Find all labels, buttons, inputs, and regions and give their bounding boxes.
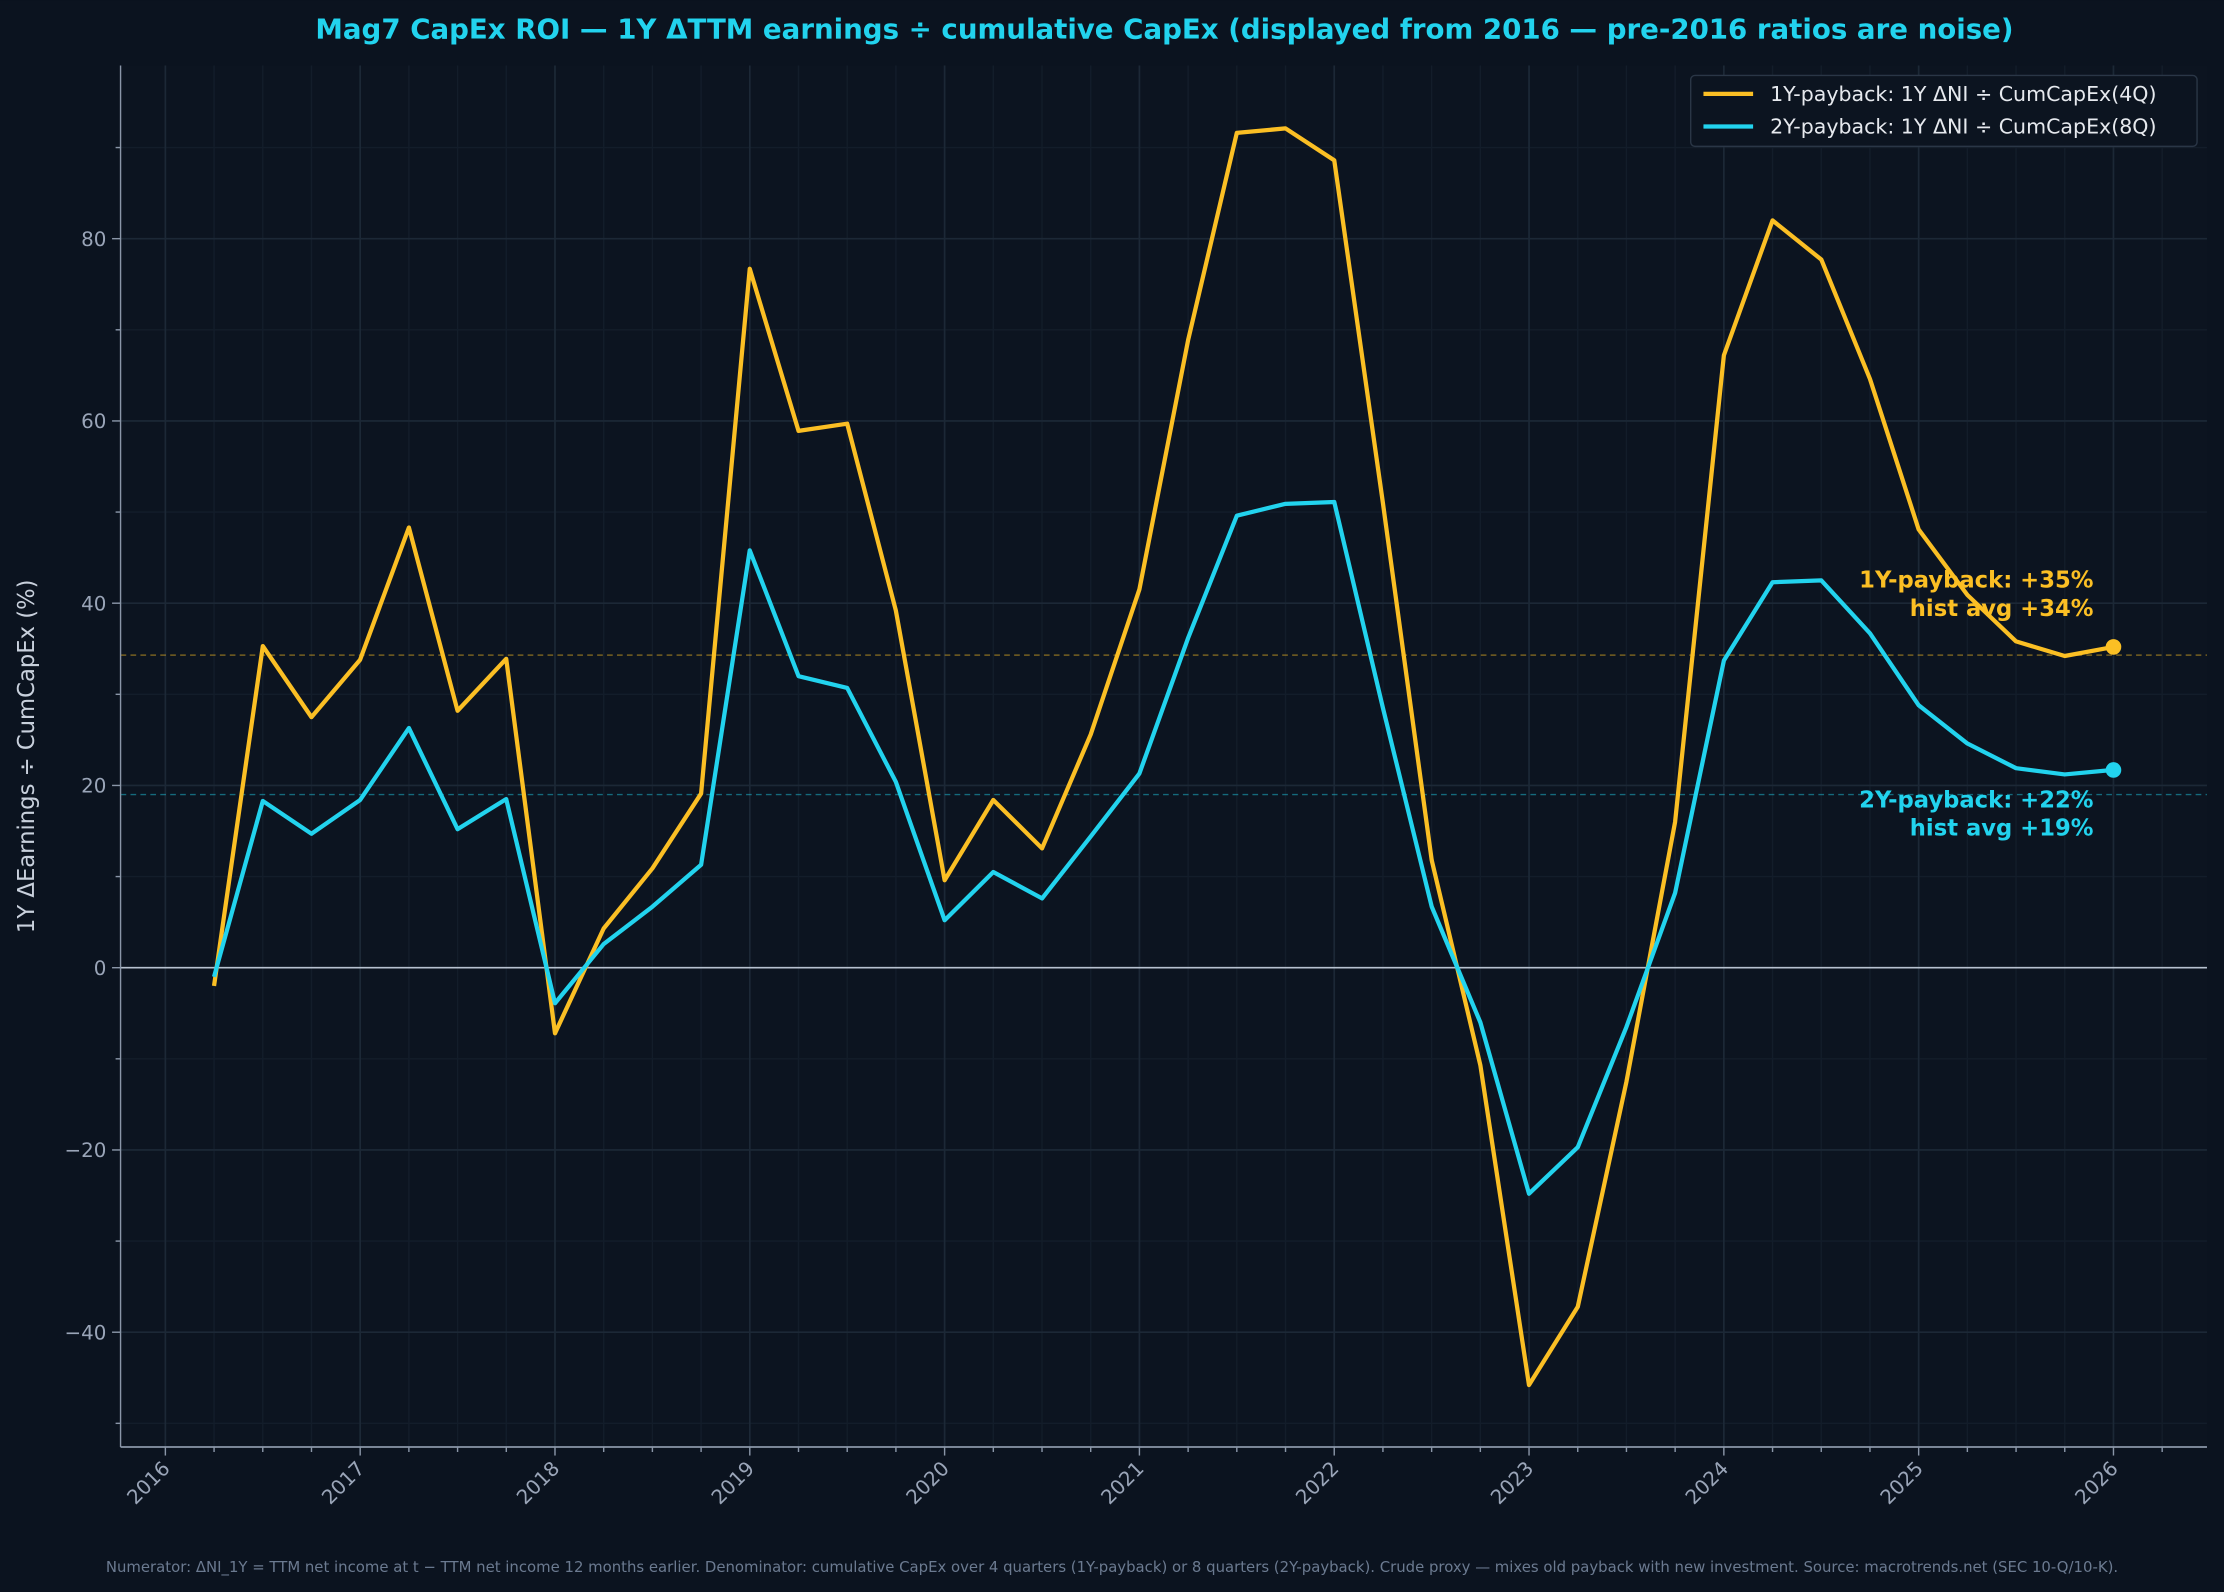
y-tick-label: 0 xyxy=(94,957,107,980)
annotation-1y-line1: 1Y-payback: +35% xyxy=(1859,568,2094,594)
y-tick-labels: −40 −20 0 20 40 60 80 xyxy=(64,228,106,1345)
y-tick-label: 40 xyxy=(81,592,106,615)
y-tick-label: 60 xyxy=(81,410,106,433)
grid xyxy=(120,65,2207,1448)
annotation-1y: 1Y-payback: +35% hist avg +34% xyxy=(1859,568,2094,622)
footer-note: Numerator: ΔNI_1Y = TTM net income at t … xyxy=(106,1558,2118,1576)
endpoint-marker-1y xyxy=(2105,639,2122,655)
legend-label-1y: 1Y-payback: 1Y ΔNI ÷ CumCapEx(4Q) xyxy=(1770,82,2156,106)
axes xyxy=(112,65,2207,1456)
y-tick-label: −40 xyxy=(64,1321,106,1344)
legend-label-2y: 2Y-payback: 1Y ΔNI ÷ CumCapEx(8Q) xyxy=(1770,115,2156,139)
series-lines xyxy=(211,126,2122,1388)
y-axis-label: 1Y ΔEarnings ÷ CumCapEx (%) xyxy=(14,579,40,933)
annotation-2y: 2Y-payback: +22% hist avg +19% xyxy=(1859,787,2094,841)
legend-box xyxy=(1689,74,2198,148)
legend: 1Y-payback: 1Y ΔNI ÷ CumCapEx(4Q) 2Y-pay… xyxy=(1689,74,2198,148)
endpoint-marker-2y xyxy=(2105,762,2122,778)
series-line-2y xyxy=(211,499,2114,1196)
annotation-2y-line2: hist avg +19% xyxy=(1910,816,2094,842)
chart-title: Mag7 CapEx ROI — 1Y ΔTTM earnings ÷ cumu… xyxy=(315,13,2013,46)
annotation-2y-line1: 2Y-payback: +22% xyxy=(1859,787,2094,813)
y-tick-label: −20 xyxy=(64,1139,106,1162)
y-tick-label: 80 xyxy=(81,228,106,251)
y-tick-label: 20 xyxy=(81,775,106,798)
plot-area xyxy=(120,65,2207,1448)
annotation-1y-line2: hist avg +34% xyxy=(1910,596,2094,622)
series-line-1y xyxy=(211,126,2114,1388)
hist-avg-lines xyxy=(120,654,2207,796)
